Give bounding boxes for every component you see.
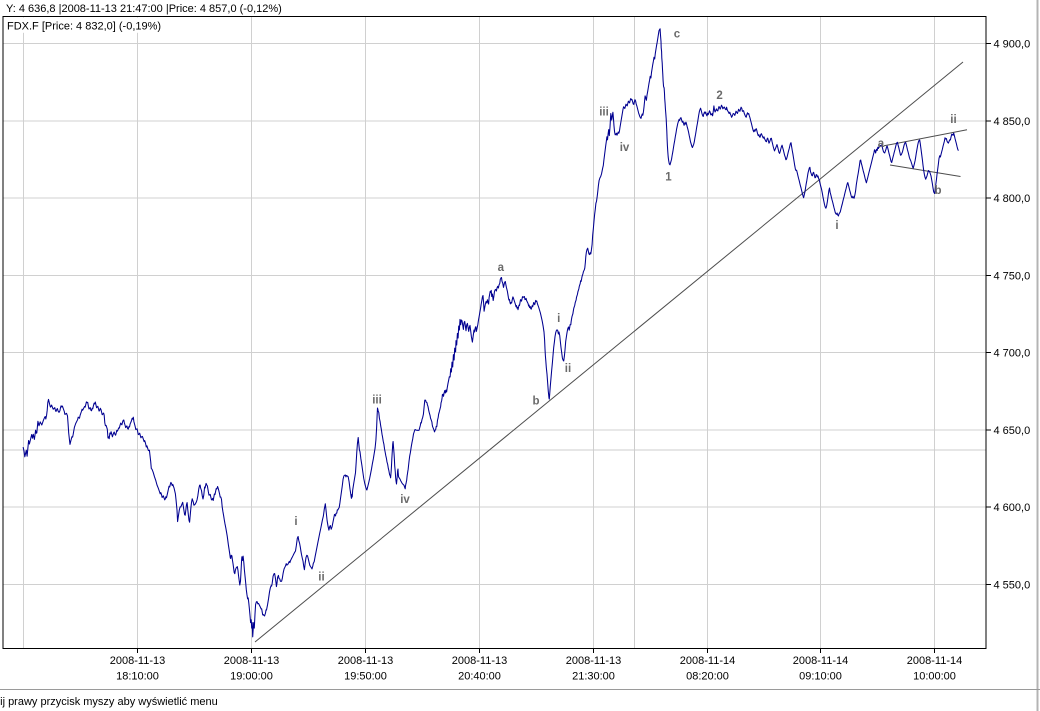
svg-text:ii: ii bbox=[318, 572, 324, 584]
svg-text:b: b bbox=[934, 185, 941, 197]
svg-text:2008-11-14: 2008-11-14 bbox=[793, 655, 848, 667]
svg-text:Y: 4 636,8 |2008-11-13 21:47:0: Y: 4 636,8 |2008-11-13 21:47:00 |Price: … bbox=[6, 3, 282, 15]
svg-text:4 600,0: 4 600,0 bbox=[994, 502, 1031, 514]
svg-text:a: a bbox=[498, 262, 505, 274]
svg-text:iii: iii bbox=[599, 107, 609, 119]
svg-text:18:10:00: 18:10:00 bbox=[116, 671, 159, 683]
svg-text:2008-11-13: 2008-11-13 bbox=[566, 655, 621, 667]
svg-text:4 550,0: 4 550,0 bbox=[994, 579, 1031, 591]
svg-text:10:00:00: 10:00:00 bbox=[913, 671, 956, 683]
svg-text:FDX.F [Price: 4 832,0] (-0,19%: FDX.F [Price: 4 832,0] (-0,19%) bbox=[7, 20, 161, 32]
svg-text:4 750,0: 4 750,0 bbox=[994, 270, 1031, 282]
svg-text:1: 1 bbox=[665, 172, 672, 184]
svg-text:iii: iii bbox=[372, 395, 382, 407]
svg-text:i: i bbox=[835, 220, 838, 232]
svg-text:2008-11-13: 2008-11-13 bbox=[224, 655, 279, 667]
svg-text:4 900,0: 4 900,0 bbox=[994, 39, 1031, 51]
svg-text:2008-11-13: 2008-11-13 bbox=[452, 655, 507, 667]
svg-text:iv: iv bbox=[400, 494, 410, 506]
svg-text:21:30:00: 21:30:00 bbox=[572, 671, 615, 683]
svg-text:2008-11-14: 2008-11-14 bbox=[907, 655, 962, 667]
svg-text:4 700,0: 4 700,0 bbox=[994, 348, 1031, 360]
svg-text:4 850,0: 4 850,0 bbox=[994, 116, 1031, 128]
svg-text:2008-11-14: 2008-11-14 bbox=[680, 655, 735, 667]
svg-text:08:20:00: 08:20:00 bbox=[686, 671, 729, 683]
svg-text:20:40:00: 20:40:00 bbox=[458, 671, 501, 683]
svg-text:19:50:00: 19:50:00 bbox=[344, 671, 387, 683]
svg-text:i: i bbox=[294, 516, 297, 528]
svg-text:Naciśnij prawy przycisk myszy: Naciśnij prawy przycisk myszy aby wyświe… bbox=[0, 696, 218, 708]
svg-text:09:10:00: 09:10:00 bbox=[799, 671, 842, 683]
svg-text:2008-11-13: 2008-11-13 bbox=[110, 655, 165, 667]
svg-text:c: c bbox=[674, 29, 681, 41]
svg-text:iv: iv bbox=[620, 142, 630, 154]
svg-text:4 650,0: 4 650,0 bbox=[994, 425, 1031, 437]
svg-text:19:00:00: 19:00:00 bbox=[230, 671, 273, 683]
svg-text:2: 2 bbox=[716, 90, 722, 102]
svg-text:ii: ii bbox=[565, 363, 571, 375]
svg-text:i: i bbox=[557, 313, 560, 325]
svg-text:2008-11-13: 2008-11-13 bbox=[338, 655, 393, 667]
svg-text:b: b bbox=[532, 396, 539, 408]
svg-text:ii: ii bbox=[950, 114, 956, 126]
svg-text:a: a bbox=[878, 138, 885, 150]
svg-text:4 800,0: 4 800,0 bbox=[994, 193, 1031, 205]
